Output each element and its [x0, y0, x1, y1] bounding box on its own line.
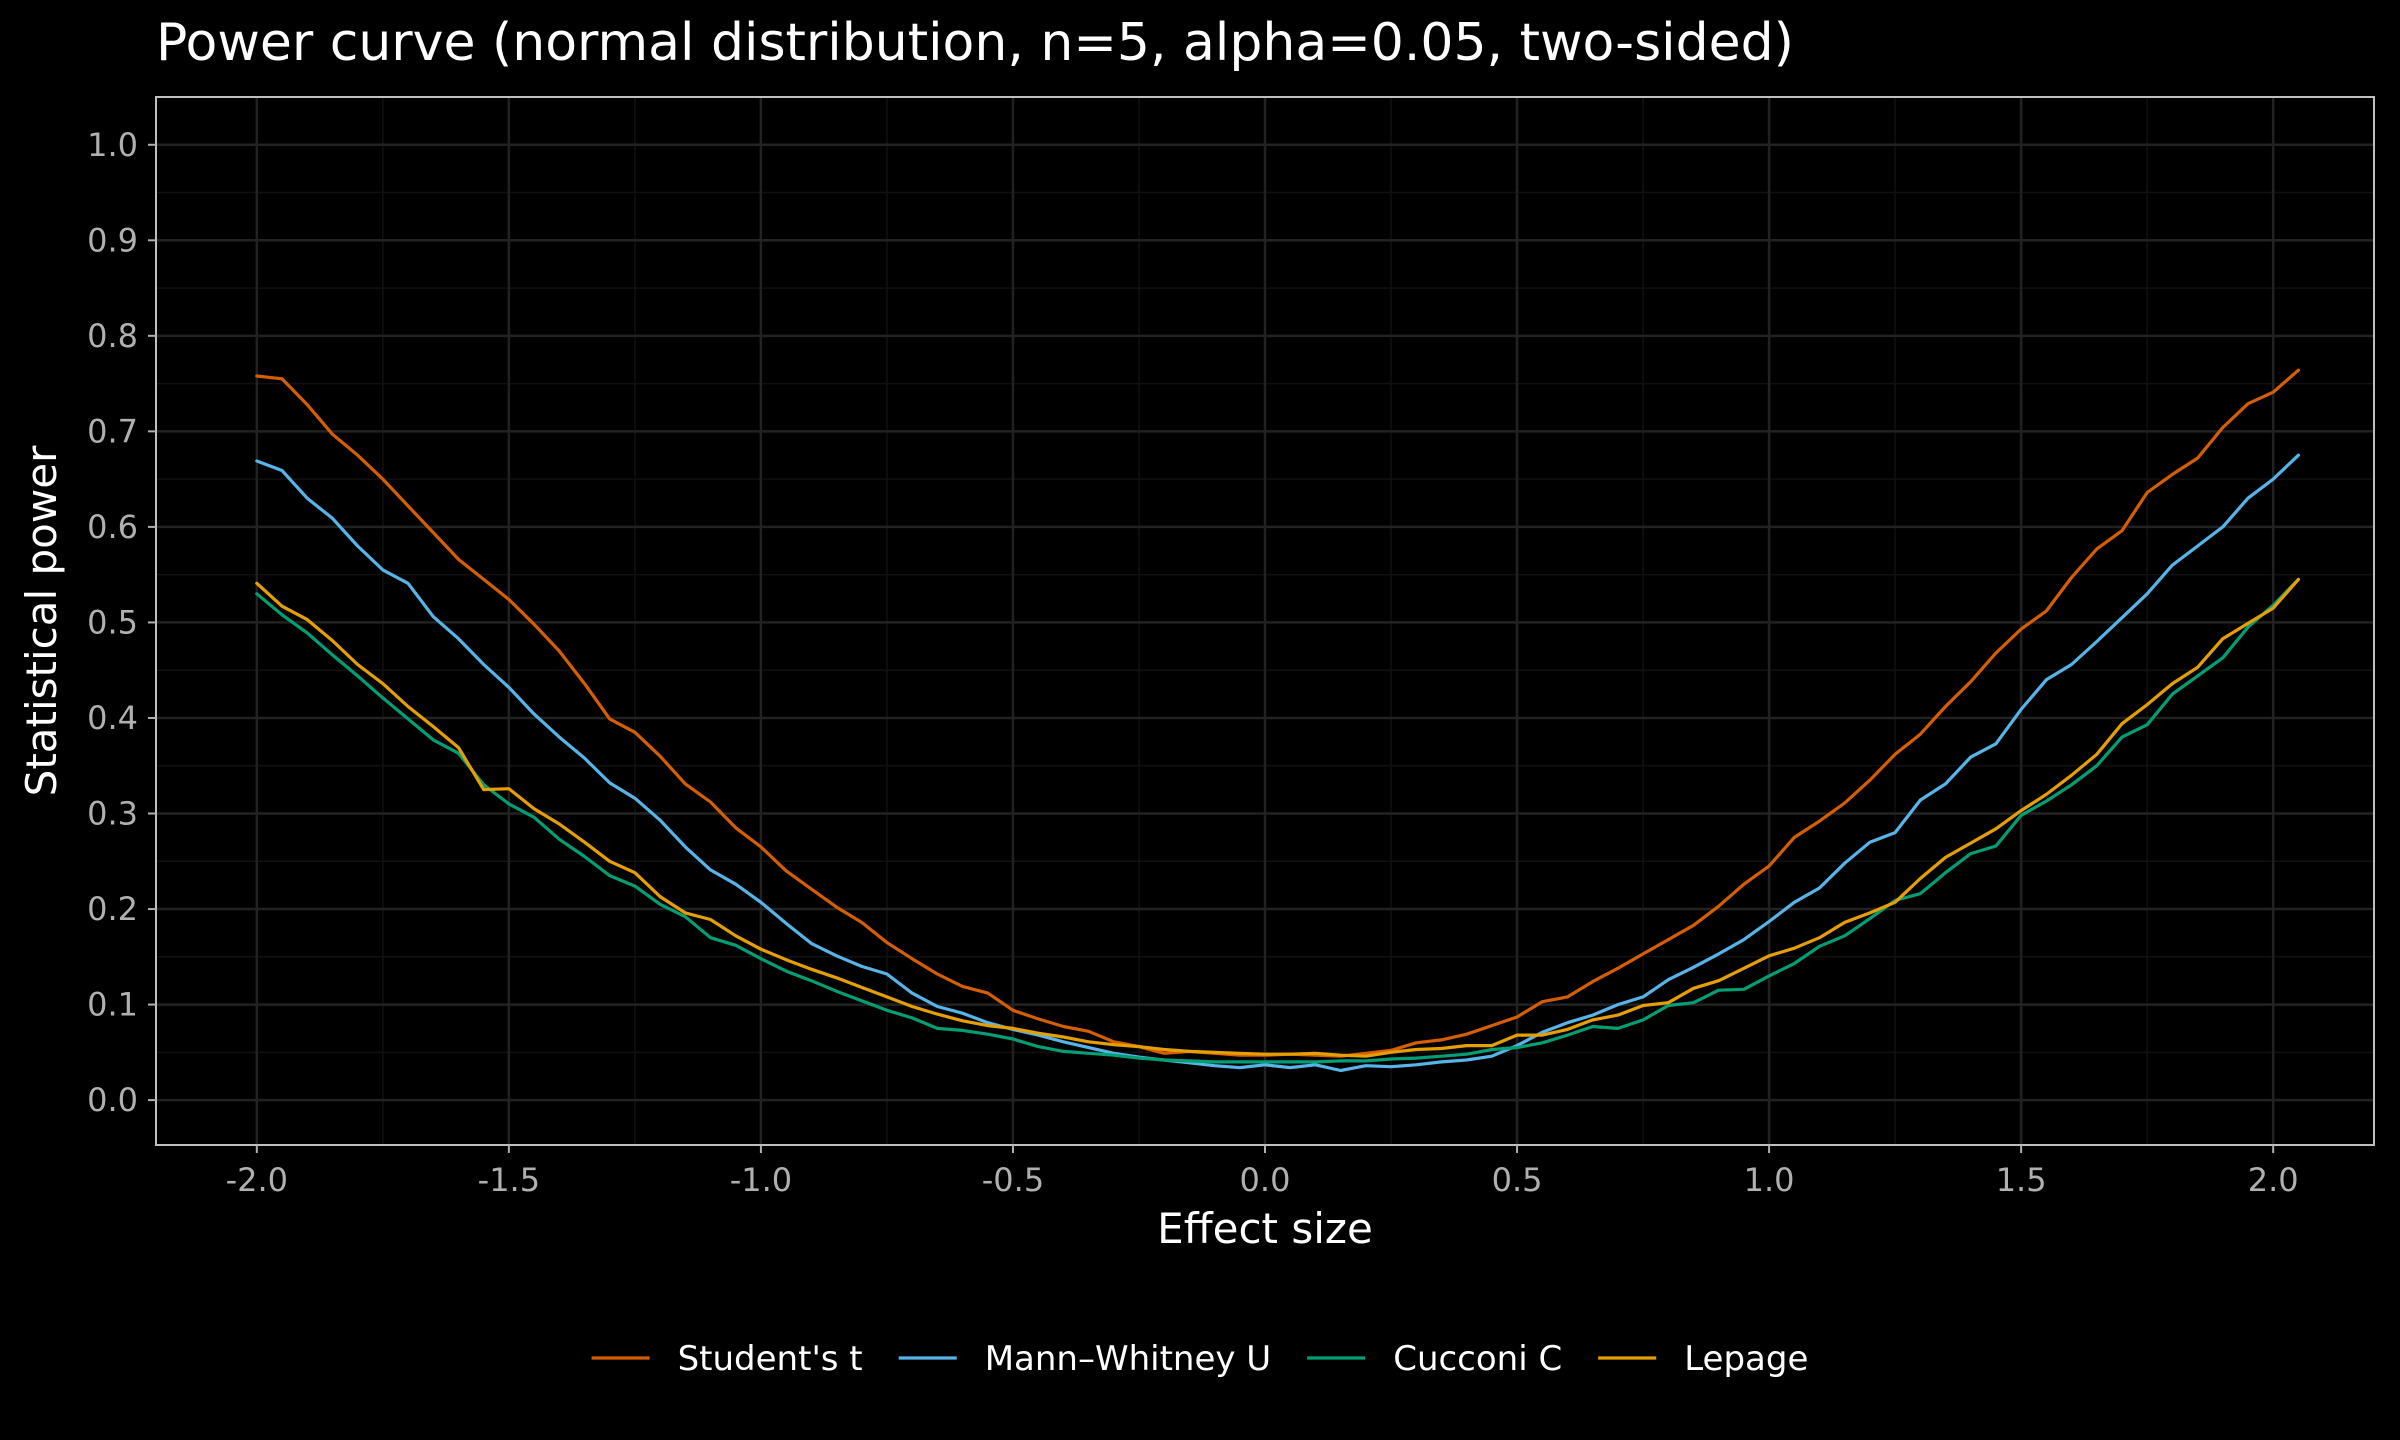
legend-label: Cucconi C: [1393, 1339, 1562, 1379]
y-tick-label: 0.3: [87, 794, 138, 832]
legend: Student's t Mann–Whitney U Cucconi C Lepage: [591, 1339, 1808, 1379]
y-tick-label: 0.1: [87, 986, 138, 1024]
x-tick-label: -1.5: [478, 1161, 540, 1199]
y-tick-label: 0.2: [87, 890, 138, 928]
y-tick-label: 0.7: [87, 412, 138, 450]
series-line: [255, 577, 2300, 1064]
y-tick-label: 0.8: [87, 317, 138, 355]
x-tick-label: 1.0: [1744, 1161, 1795, 1199]
x-axis-title: Effect size: [1157, 1204, 1373, 1253]
legend-item: Mann–Whitney U: [898, 1339, 1271, 1379]
series-lines: [255, 368, 2300, 1073]
x-tick-label: -1.0: [730, 1161, 792, 1199]
y-tick-label: 0.6: [87, 508, 138, 546]
y-axis-title: Statistical power: [17, 445, 66, 796]
series-line: [255, 368, 2300, 1058]
x-tick-label: -0.5: [982, 1161, 1044, 1199]
legend-label: Student's t: [678, 1339, 863, 1379]
legend-label: Mann–Whitney U: [985, 1339, 1271, 1379]
x-tick-label: 0.5: [1492, 1161, 1543, 1199]
y-tick-label: 0.0: [87, 1081, 138, 1119]
grid: [156, 97, 2374, 1145]
x-tick-label: -2.0: [226, 1161, 288, 1199]
series-line: [255, 577, 2300, 1058]
y-tick-label: 1.0: [87, 126, 138, 164]
y-tick-label: 0.4: [87, 699, 138, 737]
x-tick-label: 0.0: [1240, 1161, 1291, 1199]
legend-item: Lepage: [1598, 1339, 1808, 1379]
x-tick-label: 1.5: [1996, 1161, 2047, 1199]
chart-title: Power curve (normal distribution, n=5, a…: [156, 13, 1794, 73]
y-tick-label: 0.9: [87, 221, 138, 259]
x-axis-ticks: -2.0 -1.5 -1.0 -0.5 0.0 0.5 1.0 1.5 2.0: [226, 1145, 2299, 1199]
legend-item: Student's t: [591, 1339, 863, 1379]
y-axis-ticks: 0.0 0.1 0.2 0.3 0.4 0.5 0.6 0.7 0.8 0.9 1.0: [87, 126, 156, 1119]
legend-item: Cucconi C: [1307, 1339, 1562, 1379]
legend-label: Lepage: [1684, 1339, 1808, 1379]
y-tick-label: 0.5: [87, 603, 138, 641]
series-line: [255, 453, 2300, 1073]
x-tick-label: 2.0: [2248, 1161, 2299, 1199]
